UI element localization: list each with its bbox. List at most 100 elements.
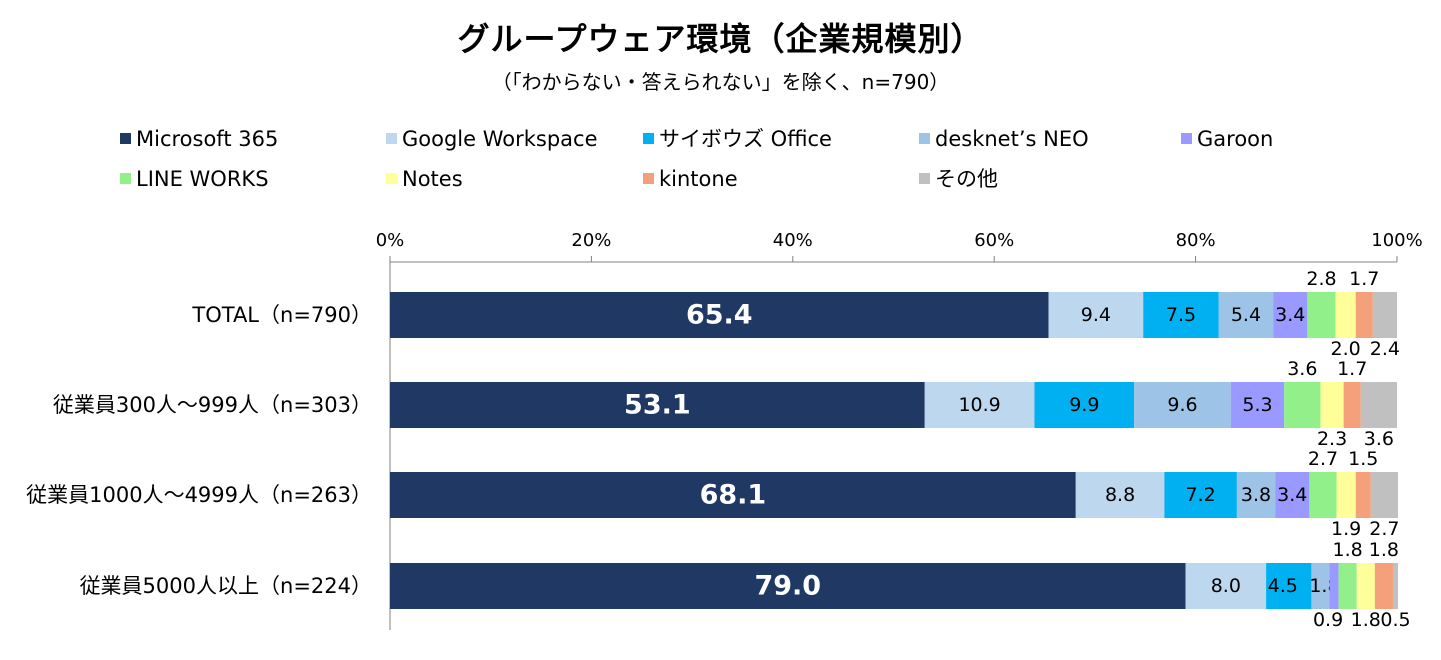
legend-label: Garoon (1197, 127, 1273, 151)
bar-segment (1392, 563, 1399, 609)
category-label: TOTAL（n=790） (191, 303, 372, 327)
data-label: 3.6 (1287, 358, 1317, 380)
data-label: 65.4 (686, 300, 753, 331)
data-label: 2.8 (1306, 268, 1336, 290)
x-tick-label: 40% (773, 230, 813, 251)
legend-swatch (643, 173, 654, 184)
legend-swatch (919, 133, 930, 144)
bar-segment (1329, 563, 1339, 609)
data-label: 3.6 (1364, 428, 1394, 450)
data-label: 1.5 (1348, 448, 1378, 470)
bar-segment (1075, 472, 1165, 518)
bar-segment (1275, 472, 1310, 518)
data-label: 9.6 (1167, 394, 1197, 416)
bar-segment (1309, 472, 1337, 518)
legend-label: desknet’s NEO (935, 127, 1089, 151)
x-tick-label: 20% (571, 230, 611, 251)
bar-segment (1374, 563, 1393, 609)
data-label: 3.4 (1275, 304, 1305, 326)
chart-subtitle: （「わからない・答えられない」を除く、n=790） (491, 70, 950, 94)
data-label: 0.9 (1313, 609, 1343, 631)
data-label: 4.5 (1268, 575, 1298, 597)
bar-segment (1372, 292, 1397, 338)
legend-label: LINE WORKS (136, 167, 269, 191)
data-label: 1.7 (1337, 358, 1367, 380)
data-label: 10.9 (958, 394, 1000, 416)
legend-label: Microsoft 365 (136, 127, 278, 151)
legend-swatch (919, 173, 930, 184)
bar-segment (1134, 382, 1231, 428)
legend-label: サイボウズ Office (659, 127, 832, 151)
chart-title: グループウェア環境（企業規模別） (457, 20, 984, 58)
category-label: 従業員5000人以上（n=224） (80, 574, 372, 598)
data-label: 0.5 (1380, 609, 1410, 631)
legend-swatch (1181, 133, 1192, 144)
bar-segment (1218, 292, 1274, 338)
legend-swatch (386, 133, 397, 144)
data-label: 79.0 (754, 571, 821, 602)
bar-segment (1320, 382, 1344, 428)
data-label: 7.5 (1166, 304, 1196, 326)
bar-segment (1230, 382, 1285, 428)
data-label: 2.7 (1308, 448, 1338, 470)
bar-segment (1343, 382, 1361, 428)
data-label: 53.1 (624, 390, 691, 421)
bar-segment (1185, 563, 1267, 609)
legend-label: その他 (935, 167, 998, 191)
data-label: 1.7 (1349, 268, 1379, 290)
bar-segment (1048, 292, 1144, 338)
bar-segment (1336, 472, 1356, 518)
data-label: 8.0 (1211, 575, 1241, 597)
bar-segment (1034, 382, 1135, 428)
x-tick-label: 80% (1176, 230, 1216, 251)
bar-segment (390, 382, 925, 428)
data-label: 2.7 (1369, 518, 1399, 540)
bar-segment (1355, 472, 1371, 518)
legend-swatch (120, 133, 131, 144)
bar-segment (1338, 563, 1357, 609)
data-label: 5.3 (1242, 394, 1272, 416)
data-label: 3.8 (1241, 484, 1271, 506)
legend-label: Google Workspace (402, 127, 598, 151)
legend-label: Notes (402, 167, 463, 191)
bar-segment (1284, 382, 1321, 428)
category-label: 従業員1000人～4999人（n=263） (26, 483, 372, 507)
data-label: 3.4 (1277, 484, 1307, 506)
data-label: 1.8 (1333, 539, 1363, 561)
bar-segment (390, 472, 1076, 518)
data-label: 8.8 (1105, 484, 1135, 506)
bar-segment (1370, 472, 1399, 518)
category-label: 従業員300人～999人（n=303） (53, 393, 372, 417)
bar-segment (1335, 292, 1356, 338)
data-label: 68.1 (700, 480, 767, 511)
data-label: 2.4 (1370, 338, 1400, 360)
bar-segment (1266, 563, 1312, 609)
bar-segment (1273, 292, 1308, 338)
data-label: 9.4 (1081, 304, 1111, 326)
x-tick-label: 0% (376, 230, 405, 251)
legend-swatch (643, 133, 654, 144)
bar-segment (1356, 563, 1375, 609)
bar-segment (390, 292, 1049, 338)
bar-segment (1164, 472, 1237, 518)
data-label: 1.8 (1351, 609, 1381, 631)
bar-segment (1355, 292, 1373, 338)
data-label: 2.0 (1331, 338, 1361, 360)
bar-segment (1236, 472, 1276, 518)
data-label: 2.3 (1317, 428, 1347, 450)
data-label: 1.8 (1369, 539, 1399, 561)
bar-segment (1307, 292, 1336, 338)
x-tick-label: 100% (1371, 230, 1422, 251)
legend-swatch (386, 173, 397, 184)
data-label: 7.2 (1186, 484, 1216, 506)
data-label: 1.9 (1331, 518, 1361, 540)
legend-label: kintone (659, 167, 738, 191)
bar-segment (1311, 563, 1330, 609)
bar-segment (390, 563, 1186, 609)
bar-segment (924, 382, 1035, 428)
bar-segment (1360, 382, 1397, 428)
legend-swatch (120, 173, 131, 184)
x-tick-label: 60% (974, 230, 1014, 251)
bar-segment (1143, 292, 1219, 338)
